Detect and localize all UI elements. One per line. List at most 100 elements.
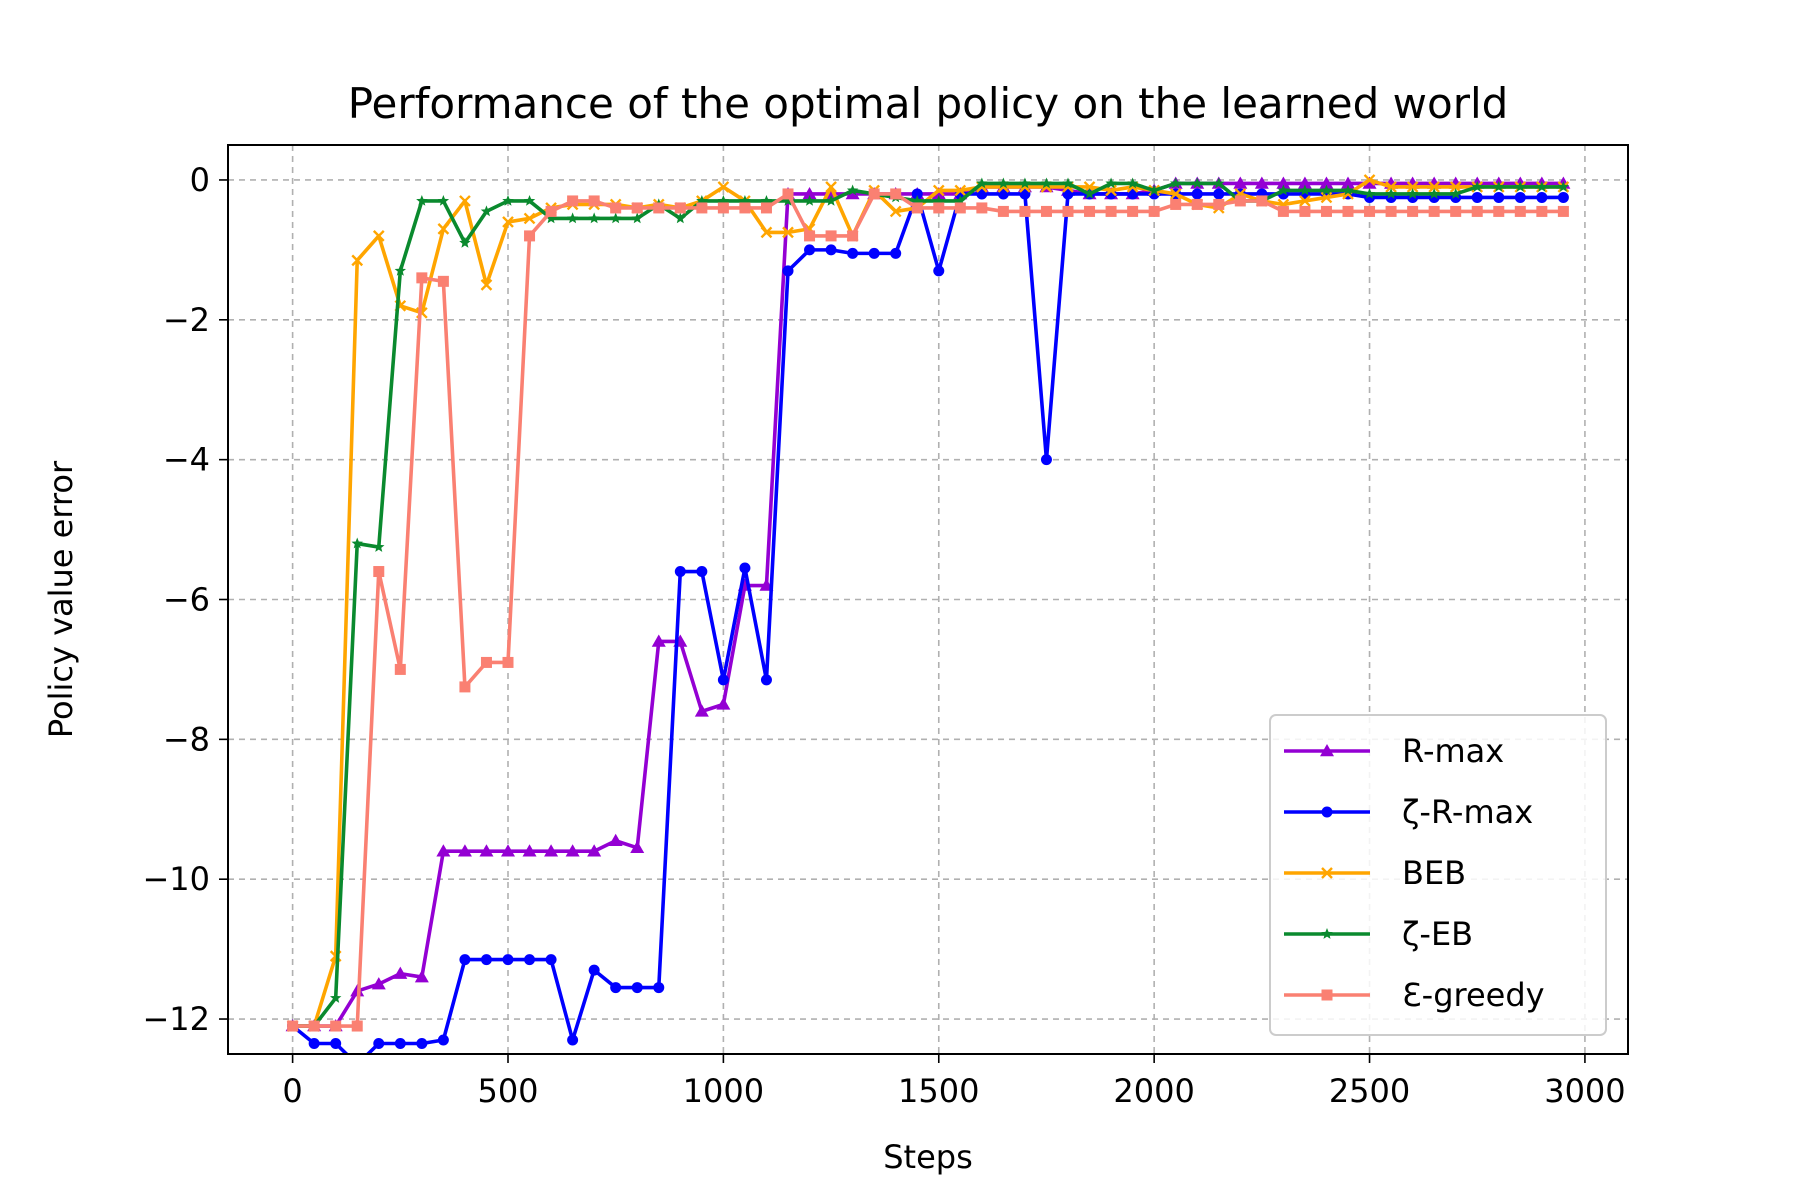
data-point — [760, 202, 772, 214]
data-point — [1363, 174, 1376, 186]
legend-marker — [1321, 867, 1333, 879]
data-point — [1385, 205, 1397, 217]
series-line — [292, 181, 1564, 1028]
data-point — [457, 844, 472, 857]
data-point — [1428, 181, 1440, 193]
data-point — [480, 656, 492, 668]
legend-item: Ɛ-greedy — [1284, 976, 1545, 1014]
data-point — [1299, 205, 1311, 217]
data-point — [330, 1038, 342, 1050]
data-point — [1471, 180, 1483, 192]
data-point — [1277, 205, 1289, 217]
data-point — [1148, 184, 1160, 196]
data-point — [566, 212, 579, 224]
series-greedy — [287, 188, 1569, 1032]
data-point — [1363, 187, 1376, 199]
data-point — [1213, 198, 1225, 210]
data-point — [1450, 205, 1462, 217]
data-point — [351, 254, 364, 267]
data-point — [416, 272, 428, 284]
data-point — [330, 1020, 342, 1032]
data-point — [825, 244, 837, 256]
data-point — [393, 966, 408, 979]
axes: 0 500 1000 1500 2000 2500 3000 0 −2 −4 −6 −8 −10 −12 — [142, 161, 1625, 1110]
data-point — [394, 663, 406, 675]
data-point — [501, 844, 515, 857]
data-point — [716, 697, 731, 710]
data-point — [480, 205, 493, 217]
x-tick-label: 2000 — [1113, 1072, 1194, 1110]
data-point — [1362, 176, 1377, 189]
data-point — [588, 212, 600, 224]
data-point — [1084, 205, 1096, 217]
data-point — [1019, 177, 1031, 189]
data-point — [739, 202, 751, 214]
data-point — [847, 230, 859, 242]
data-point — [308, 1038, 320, 1050]
data-point — [1428, 187, 1440, 199]
legend-box — [1269, 714, 1607, 1036]
data-point — [868, 247, 880, 259]
data-point — [373, 1038, 385, 1050]
x-tick-label: 2500 — [1329, 1072, 1410, 1110]
data-point — [890, 188, 902, 200]
data-point — [890, 247, 902, 259]
legend-marker — [1321, 806, 1333, 818]
y-tick-label: −2 — [163, 301, 210, 339]
data-point — [782, 226, 794, 239]
data-point — [1514, 180, 1527, 192]
legend-item: ζ-EB — [1284, 915, 1473, 953]
data-point — [739, 194, 751, 206]
data-point — [845, 186, 860, 200]
data-point — [1406, 181, 1419, 193]
data-point — [1019, 205, 1031, 217]
data-point — [651, 634, 666, 647]
data-point — [760, 194, 773, 206]
data-point — [717, 181, 730, 193]
data-point — [1407, 205, 1419, 217]
data-point — [1191, 198, 1203, 210]
data-point — [1234, 195, 1246, 207]
data-point — [782, 194, 794, 206]
data-point — [522, 844, 537, 857]
data-point — [825, 181, 837, 193]
legend-label: BEB — [1402, 854, 1466, 892]
x-tick-label: 3000 — [1544, 1072, 1625, 1110]
data-point — [545, 205, 557, 217]
data-point — [696, 202, 708, 214]
data-point — [868, 188, 880, 200]
data-point — [1254, 176, 1269, 189]
data-point — [802, 186, 817, 200]
data-point — [804, 244, 816, 256]
data-point — [1514, 205, 1526, 217]
data-point — [1320, 205, 1332, 217]
data-point — [717, 194, 730, 206]
data-point — [933, 202, 945, 214]
y-axis-label: Policy value error — [42, 460, 80, 738]
data-point — [1536, 191, 1548, 203]
data-point — [997, 205, 1009, 217]
data-point — [1062, 205, 1074, 217]
data-point — [1406, 187, 1419, 199]
data-point — [1169, 188, 1182, 200]
data-point — [1385, 181, 1397, 193]
data-point — [1385, 187, 1397, 199]
data-point — [931, 186, 946, 200]
data-point — [1170, 198, 1182, 210]
data-point — [1471, 191, 1483, 203]
x-tick-label: 0 — [282, 1072, 302, 1110]
data-point — [1040, 177, 1053, 189]
data-point — [610, 202, 622, 214]
data-point — [394, 1038, 406, 1050]
data-point — [287, 1020, 299, 1032]
data-point — [608, 833, 623, 846]
data-point — [1493, 180, 1505, 192]
data-point — [416, 194, 428, 206]
data-point — [523, 212, 536, 225]
data-point — [933, 194, 945, 206]
legend-marker — [1321, 989, 1333, 1001]
data-point — [674, 566, 686, 578]
data-point — [524, 954, 536, 966]
data-point — [696, 566, 708, 578]
data-point — [609, 212, 622, 224]
